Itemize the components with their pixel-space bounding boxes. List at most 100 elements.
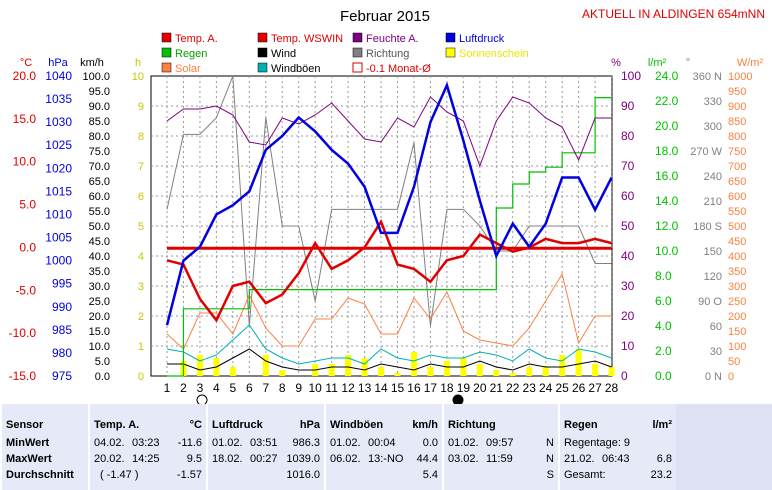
wind-tick-label: 95.0 — [89, 86, 110, 98]
left-axes: 20.015.010.05.00.0-5.0-10.0-15.010401035… — [9, 69, 144, 383]
x-tick-label: 13 — [358, 381, 372, 395]
wind-tick-label: 90.0 — [89, 101, 110, 113]
x-tick-label: 16 — [407, 381, 421, 395]
sunshine-bar — [262, 355, 269, 376]
x-tick-label: 28 — [605, 381, 619, 395]
temp-title: Temp. A. — [94, 419, 140, 431]
temp-tick-label: -15.0 — [9, 369, 37, 383]
rain-axis-unit: l/m² — [648, 57, 667, 69]
wind-tick-label: 20.0 — [89, 311, 110, 323]
solar-axis-unit: W/m² — [737, 57, 764, 69]
solar-tick-label: 0 — [728, 371, 734, 383]
series-line — [166, 218, 612, 323]
sunshine-bar — [575, 349, 582, 376]
humidity-tick-label: 80 — [621, 129, 635, 143]
sunshine-bar — [509, 373, 516, 376]
row-label-min: MinWert — [6, 437, 50, 449]
direction-tick-label: 300 — [704, 121, 722, 133]
pressure-axis-unit: hPa — [48, 57, 68, 69]
humidity-tick-label: 0 — [621, 369, 628, 383]
solar-tick-label: 850 — [728, 116, 746, 128]
x-tick-label: 24 — [539, 381, 553, 395]
x-tick-label: 1 — [164, 381, 171, 395]
legend-swatch — [352, 47, 363, 58]
stats-col-temp: Temp. A. °C 04.02. 03:23 -11.6 20.02. 14:25 9… — [88, 404, 206, 490]
sunshine-tick-label: 2 — [138, 311, 144, 323]
x-tick-label: 26 — [572, 381, 586, 395]
wind-axis-unit: km/h — [80, 57, 104, 69]
wind-tick-label: 80.0 — [89, 131, 110, 143]
temp-min-val: -11.6 — [177, 437, 202, 449]
rain-title: Regen — [564, 419, 598, 431]
sunshine-bar — [196, 355, 203, 376]
wind-tick-label: 25.0 — [89, 296, 110, 308]
sunshine-tick-label: 9 — [138, 101, 144, 113]
wind-tick-label: 60.0 — [89, 191, 110, 203]
temp-max-time: 14:25 — [132, 453, 160, 465]
pressure-tick-label: 1020 — [45, 161, 72, 175]
stats-col-gust: Windböen km/h 01.02. 00:04 0.0 06.02. 13:-NO… — [324, 404, 442, 490]
legend-label: Sonnenschein — [459, 48, 529, 60]
x-tick-label: 10 — [309, 381, 323, 395]
series-wind — [167, 348, 612, 371]
rain-tick-label: 14.0 — [655, 194, 679, 208]
rain-tick-label: 22.0 — [655, 94, 679, 108]
series-line — [166, 272, 612, 350]
series-line — [166, 96, 612, 168]
x-tick-label: 5 — [230, 381, 237, 395]
sunshine-bar — [279, 370, 286, 376]
legend-label: Temp. WSWIN — [271, 33, 343, 45]
series-solar — [166, 272, 612, 350]
right-axes: 100908070605040302010024.022.020.018.016… — [621, 69, 752, 383]
sunshine-bar — [229, 367, 236, 376]
legend-swatch — [257, 47, 268, 58]
sunshine-bar — [608, 367, 615, 376]
series-windb-en — [166, 324, 612, 365]
direction-tick-label: 90 O — [698, 296, 722, 308]
sunshine-tick-label: 1 — [138, 341, 144, 353]
rain-tick-label: 24.0 — [655, 69, 679, 83]
legend: Temp. A. Temp. WSWIN Feuchte A. Luftdruck Re… — [161, 32, 529, 75]
rain-tick-label: 12.0 — [655, 219, 679, 233]
legend-item: Temp. A. — [161, 32, 218, 45]
rain-tick-label: 16.0 — [655, 169, 679, 183]
gust-max-val: 44.4 — [416, 453, 438, 465]
series-feuchte-a- — [166, 96, 612, 168]
humidity-tick-label: 30 — [621, 279, 635, 293]
rain-max-val: 6.8 — [656, 453, 672, 465]
rain-max-date: 21.02. — [564, 453, 595, 465]
legend-label: Luftdruck — [459, 33, 505, 45]
temp-tick-label: 0.0 — [19, 240, 36, 254]
pressure-max-time: 00:27 — [250, 453, 278, 465]
rain-unit: l/m² — [652, 419, 672, 431]
temp-tick-label: -10.0 — [9, 326, 37, 340]
sunshine-axis-unit: h — [135, 57, 141, 69]
sunshine-tick-label: 10 — [132, 71, 144, 83]
stats-col-pressure: Luftdruck hPa 01.02. 03:51 986.3 18.02. 00:2… — [206, 404, 324, 490]
pressure-tick-label: 1035 — [45, 92, 72, 106]
sunshine-bar — [345, 355, 352, 376]
legend-swatch — [161, 62, 172, 73]
legend-item: Wind — [257, 47, 296, 60]
pressure-tick-label: 990 — [52, 300, 72, 314]
series-regen — [167, 97, 612, 377]
legend-swatch — [352, 32, 363, 43]
gust-min-val: 0.0 — [422, 437, 438, 449]
temp-min-time: 03:23 — [132, 437, 160, 449]
direction-tick-label: 360 N — [693, 71, 722, 83]
solar-tick-label: 50 — [728, 356, 740, 368]
x-tick-label: 15 — [391, 381, 405, 395]
x-tick-label: 25 — [555, 381, 569, 395]
legend-label: Regen — [175, 48, 207, 60]
sunshine-bar — [394, 373, 401, 376]
humidity-tick-label: 100 — [621, 69, 641, 83]
direction-tick-label: 150 — [704, 246, 722, 258]
rain-tick-label: 2.0 — [655, 344, 672, 358]
legend-swatch — [445, 32, 456, 43]
temp-max-val: 9.5 — [186, 453, 202, 465]
x-axis-ticks: 1 2 3 4 5 6 7 8 9 10 11 12 13 14 15 16 17 18 19 20 21 22 23 24 2… — [164, 381, 619, 395]
rain-tick-label: 20.0 — [655, 119, 679, 133]
temp-avg-val: -1.57 — [176, 469, 202, 481]
wind-tick-label: 5.0 — [95, 356, 110, 368]
temp-tick-label: 5.0 — [19, 198, 36, 212]
